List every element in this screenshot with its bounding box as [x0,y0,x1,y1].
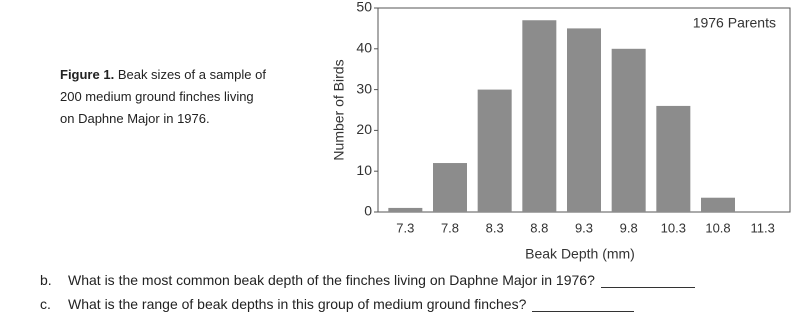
x-tick-label: 11.3 [750,220,774,235]
y-axis-label: Number of Birds [331,59,347,160]
y-tick-label: 30 [356,80,372,96]
x-tick-label: 10.8 [705,220,730,235]
y-tick-label: 50 [356,0,372,15]
question: c. What is the range of beak depths in th… [40,296,635,312]
bar [567,28,601,213]
bar [656,105,691,212]
question-label: b. [40,272,52,288]
annotation: 1976 Parents [693,15,776,31]
x-axis-label: Beak Depth (mm) [525,246,635,262]
bar [522,20,557,212]
bar [433,163,467,212]
x-tick-label: 9.8 [620,220,638,235]
figure-caption: Figure 1. Beak sizes of a sample of 200 … [60,64,266,130]
caption-line: 200 medium ground finches living [60,89,254,104]
y-tick-label: 10 [356,162,372,178]
chart: 1976 Parents Beak Depth (mm) Number of B… [331,0,791,262]
caption-line: Beak sizes of a sample of [117,67,266,82]
question: b. What is the most common beak depth of … [40,272,695,288]
bar [611,48,646,212]
bar [701,197,735,212]
answer-blank [600,273,695,288]
figure-label: Figure 1. [60,67,115,82]
question-label: c. [40,296,51,312]
question-text: What is the range of beak depths in this… [68,296,527,312]
bar [477,89,512,212]
x-tick-label: 8.3 [486,220,504,235]
x-tick-label: 9.3 [575,220,593,235]
answer-blank [532,297,635,312]
x-tick-label: 7.3 [396,220,414,235]
y-tick-label: 20 [356,121,372,137]
x-tick-label: 7.8 [441,220,459,235]
question-text: What is the most common beak depth of th… [68,272,595,288]
y-tick-label: 40 [356,40,372,56]
x-tick-label: 8.8 [530,220,548,235]
y-tick-label: 0 [364,203,372,219]
x-tick-label: 10.3 [661,220,686,235]
caption-line: on Daphne Major in 1976. [60,111,210,126]
bar [388,207,423,212]
